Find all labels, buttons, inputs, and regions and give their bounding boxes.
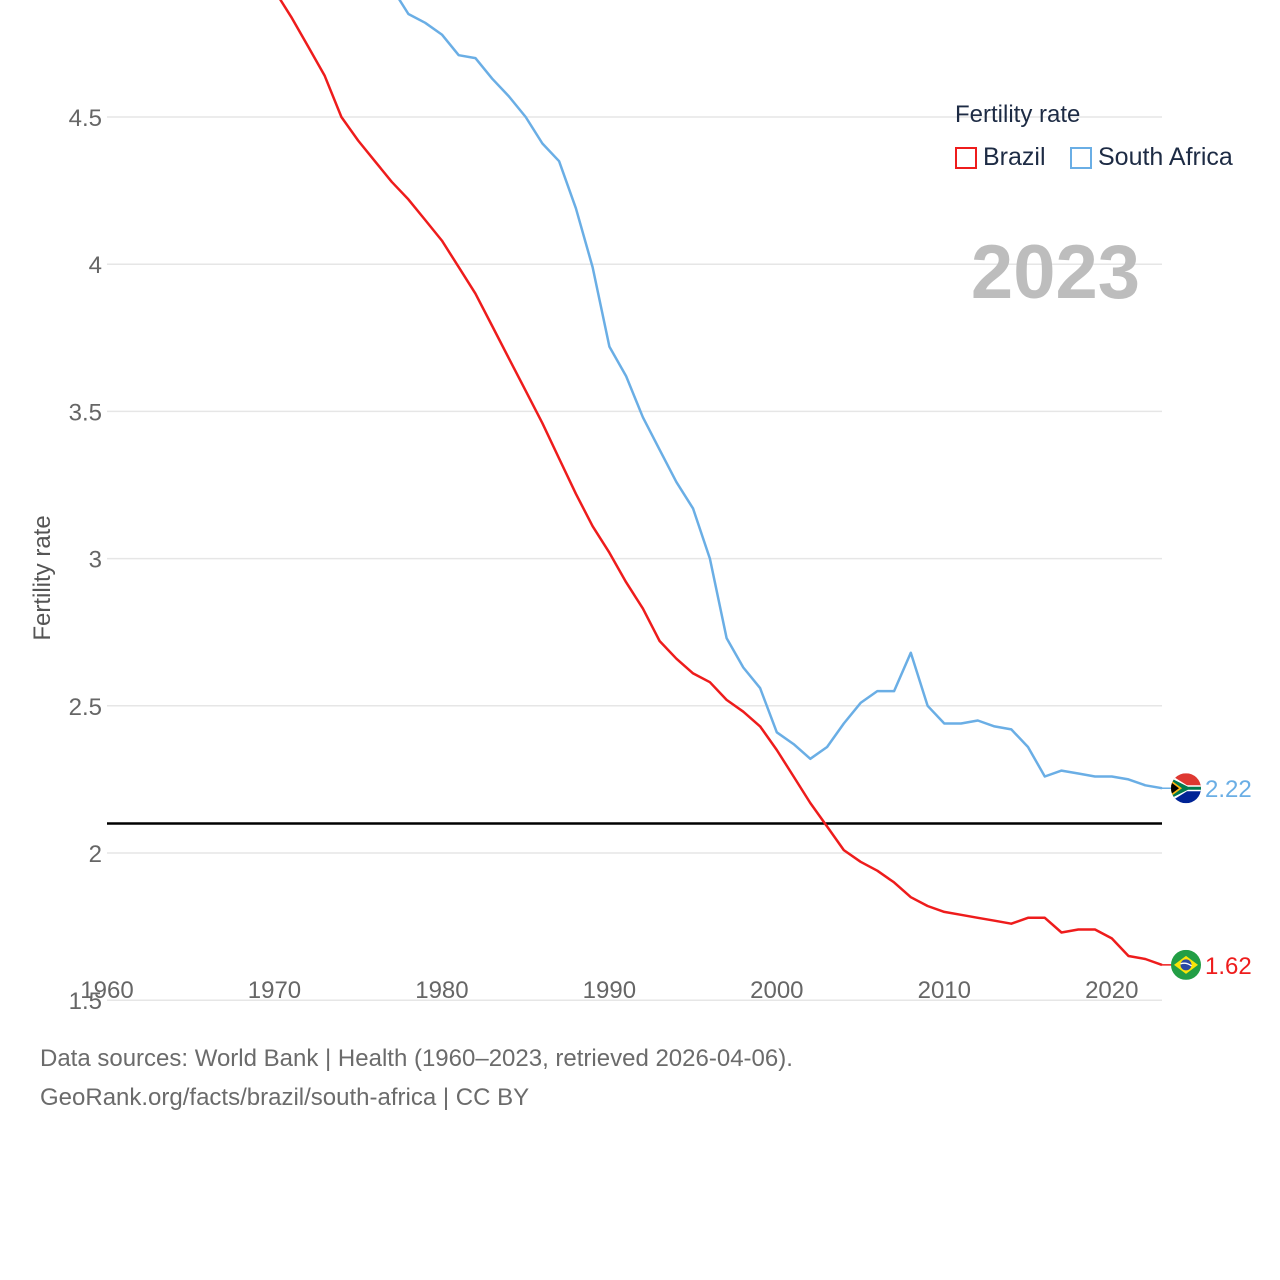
x-tick-label: 2010	[918, 977, 971, 1004]
y-tick-label: 2	[89, 841, 102, 868]
end-value-label-brazil: 1.62	[1205, 953, 1252, 980]
legend-swatch-south-africa	[1070, 146, 1092, 169]
y-axis-label: Fertility rate	[29, 515, 56, 640]
series-line-brazil[interactable]	[107, 0, 1163, 967]
y-tick-label: 2.5	[69, 694, 102, 721]
legend-item-brazil[interactable]: Brazil	[955, 143, 1046, 172]
end-value-label-south-africa: 2.22	[1205, 776, 1252, 803]
footer-sources: Data sources: World Bank | Health (1960–…	[40, 1045, 793, 1072]
grid-lines	[107, 116, 1162, 1001]
legend-label-brazil: Brazil	[983, 143, 1046, 171]
y-tick-label: 3	[89, 547, 102, 574]
data-series	[107, 0, 1163, 967]
x-tick-label: 2000	[750, 977, 803, 1004]
series-line-south-africa[interactable]	[107, 0, 1163, 790]
y-tick-label: 1.5	[69, 988, 102, 1015]
y-tick-label: 4.5	[69, 105, 102, 132]
south-africa-flag-icon	[1171, 773, 1201, 804]
end-markers: 1.62 2.22	[1162, 773, 1252, 980]
legend-item-south-africa[interactable]: South Africa	[1070, 143, 1233, 172]
x-tick-label: 2020	[1085, 977, 1138, 1004]
legend-swatch-brazil	[955, 146, 977, 169]
x-axis-ticks: 1960 1970 1980 1990 2000 2010 2020	[80, 977, 1138, 1004]
legend-title: Fertility rate	[955, 101, 1081, 128]
y-tick-label: 3.5	[69, 399, 102, 426]
x-tick-label: 1980	[415, 977, 468, 1004]
footer-attribution[interactable]: GeoRank.org/facts/brazil/south-africa | …	[40, 1084, 530, 1111]
legend-label-south-africa: South Africa	[1098, 143, 1233, 171]
x-tick-label: 1970	[248, 977, 301, 1004]
current-year-label: 2023	[971, 230, 1140, 315]
y-axis-ticks: 1.522.533.544.555.56	[69, 105, 102, 1015]
y-tick-label: 4	[89, 252, 102, 279]
brazil-flag-icon	[1171, 949, 1201, 980]
x-tick-label: 1990	[583, 977, 636, 1004]
x-tick-label: 1960	[80, 977, 133, 1004]
